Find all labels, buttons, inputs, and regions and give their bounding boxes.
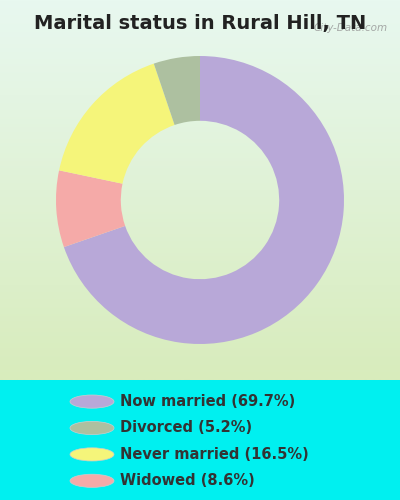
Circle shape xyxy=(70,448,114,461)
Text: Widowed (8.6%): Widowed (8.6%) xyxy=(120,474,255,488)
Text: City-Data.com: City-Data.com xyxy=(314,23,388,33)
Text: Divorced (5.2%): Divorced (5.2%) xyxy=(120,420,252,436)
Wedge shape xyxy=(56,170,125,247)
Text: Marital status in Rural Hill, TN: Marital status in Rural Hill, TN xyxy=(34,14,366,33)
Circle shape xyxy=(70,422,114,434)
Text: Now married (69.7%): Now married (69.7%) xyxy=(120,394,295,409)
Wedge shape xyxy=(154,56,200,125)
Circle shape xyxy=(70,474,114,488)
Circle shape xyxy=(70,395,114,408)
Wedge shape xyxy=(64,56,344,344)
Text: Never married (16.5%): Never married (16.5%) xyxy=(120,447,309,462)
Wedge shape xyxy=(59,64,174,184)
